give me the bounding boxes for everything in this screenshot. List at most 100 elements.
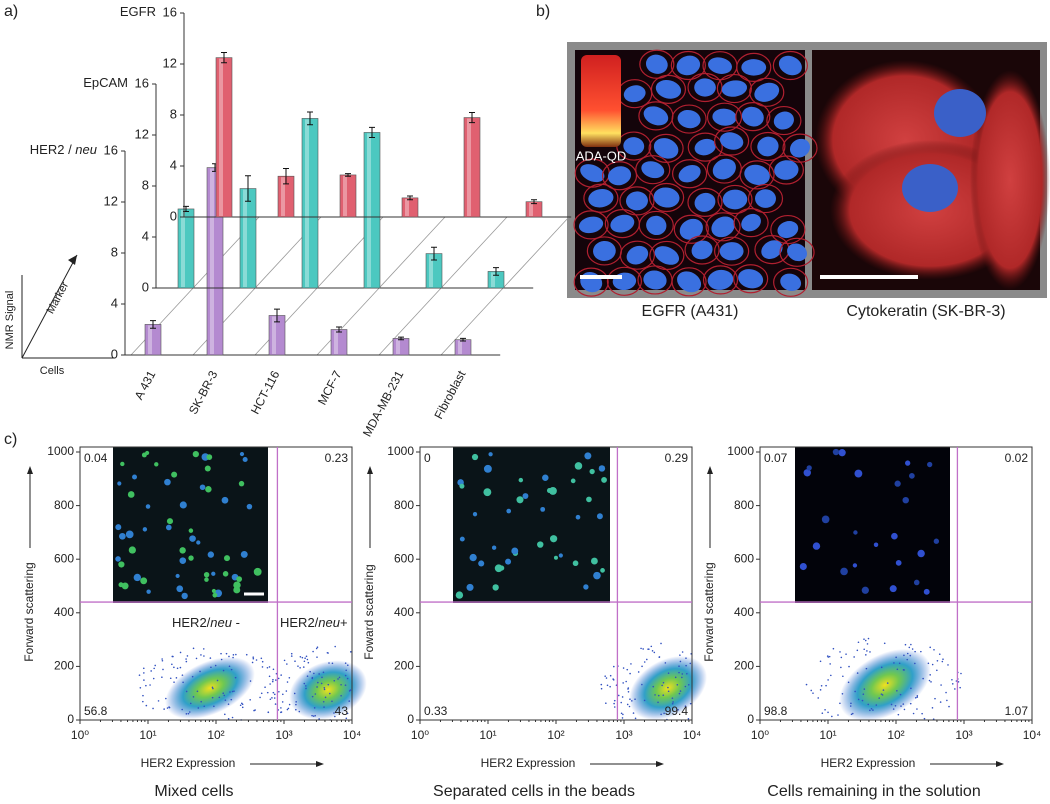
event-dot (307, 661, 310, 664)
cell (913, 579, 920, 586)
event-dot (153, 667, 155, 670)
event-dot (839, 702, 841, 705)
event-dot (934, 697, 936, 700)
cell (590, 557, 598, 565)
image-caption: EGFR (A431) (642, 303, 739, 320)
cell-membrane (672, 159, 708, 189)
cell (466, 583, 474, 591)
event-dot (344, 674, 347, 677)
event-dot (627, 690, 630, 693)
series-name: neu (75, 142, 97, 157)
event-dot (280, 674, 282, 676)
event-dot (271, 680, 274, 683)
event-dot (327, 683, 330, 686)
event-dot (847, 681, 850, 684)
cell-membrane (702, 265, 739, 295)
cell (179, 501, 187, 509)
nucleus (607, 166, 632, 186)
event-dot (674, 676, 677, 679)
cell-membrane (773, 267, 809, 297)
bar-highlight (491, 272, 495, 287)
event-dot (349, 651, 352, 653)
event-dot (653, 651, 656, 654)
nucleus (789, 138, 811, 158)
bar (301, 118, 319, 289)
event-dot (306, 675, 309, 677)
x-tick-label: 10¹ (819, 728, 836, 742)
event-dot (311, 714, 313, 717)
event-dot (938, 653, 941, 656)
x-tick-label: 10³ (955, 728, 972, 742)
event-dot (681, 651, 684, 653)
event-dot (142, 667, 145, 670)
cell (469, 553, 477, 562)
y-tick-label: 600 (394, 551, 414, 565)
event-dot (805, 683, 808, 686)
cell (175, 573, 180, 579)
event-dot (266, 666, 269, 669)
event-dot (142, 700, 144, 703)
event-dot (337, 678, 339, 680)
annotation: neu (318, 615, 340, 630)
event-dot (957, 681, 960, 683)
perspective-line (440, 216, 570, 356)
event-dot (245, 653, 248, 656)
quadrant-value: 0.33 (424, 704, 448, 718)
event-dot (162, 668, 164, 671)
event-dot (909, 654, 912, 657)
bar-highlight (181, 209, 185, 287)
nucleus (777, 221, 799, 239)
cell (120, 461, 125, 467)
cell (204, 465, 211, 472)
event-dot (232, 654, 235, 656)
event-dot (881, 694, 884, 696)
cell (540, 506, 546, 512)
y-tick-label: 400 (394, 605, 414, 619)
quadrant-value: 99.4 (665, 704, 689, 718)
error-bar (221, 52, 227, 64)
cell-membrane (684, 235, 720, 265)
cell (522, 493, 529, 499)
bar (215, 57, 233, 218)
x-tick-label: 10⁰ (71, 728, 89, 742)
nucleus (588, 189, 614, 208)
event-dot (230, 698, 233, 701)
nucleus (719, 242, 744, 261)
event-dot (657, 694, 660, 697)
cell (570, 478, 576, 484)
event-dot (318, 718, 320, 720)
cell (253, 567, 262, 576)
event-dot (652, 685, 655, 688)
event-dot (293, 692, 296, 695)
nucleus (754, 189, 776, 208)
event-dot (314, 693, 317, 695)
nucleus (774, 160, 799, 180)
event-dot (252, 657, 255, 660)
event-dot (304, 657, 306, 660)
event-dot (903, 654, 905, 657)
cell (471, 453, 479, 461)
event-dot (340, 683, 342, 686)
event-dot (267, 711, 270, 714)
cell (505, 558, 512, 565)
event-dot (897, 713, 900, 716)
event-dot (890, 703, 893, 706)
event-dot (912, 712, 915, 715)
event-dot (175, 677, 178, 679)
event-dot (157, 700, 160, 702)
event-dot (681, 676, 683, 679)
y-tick-label: 16 (163, 4, 177, 19)
y-tick-label: 0 (111, 346, 118, 361)
y-tick-label: 8 (170, 106, 177, 121)
bar-highlight (219, 58, 223, 216)
event-dot (220, 652, 222, 655)
annotation: HER2/ (280, 615, 319, 630)
event-dot (312, 715, 315, 717)
cell (205, 486, 212, 493)
x-axis-title: HER2 Expression (821, 756, 916, 770)
event-dot (839, 651, 841, 653)
event-dot (286, 708, 289, 711)
y-tick-label: 600 (54, 551, 74, 565)
error-bar (245, 175, 251, 202)
